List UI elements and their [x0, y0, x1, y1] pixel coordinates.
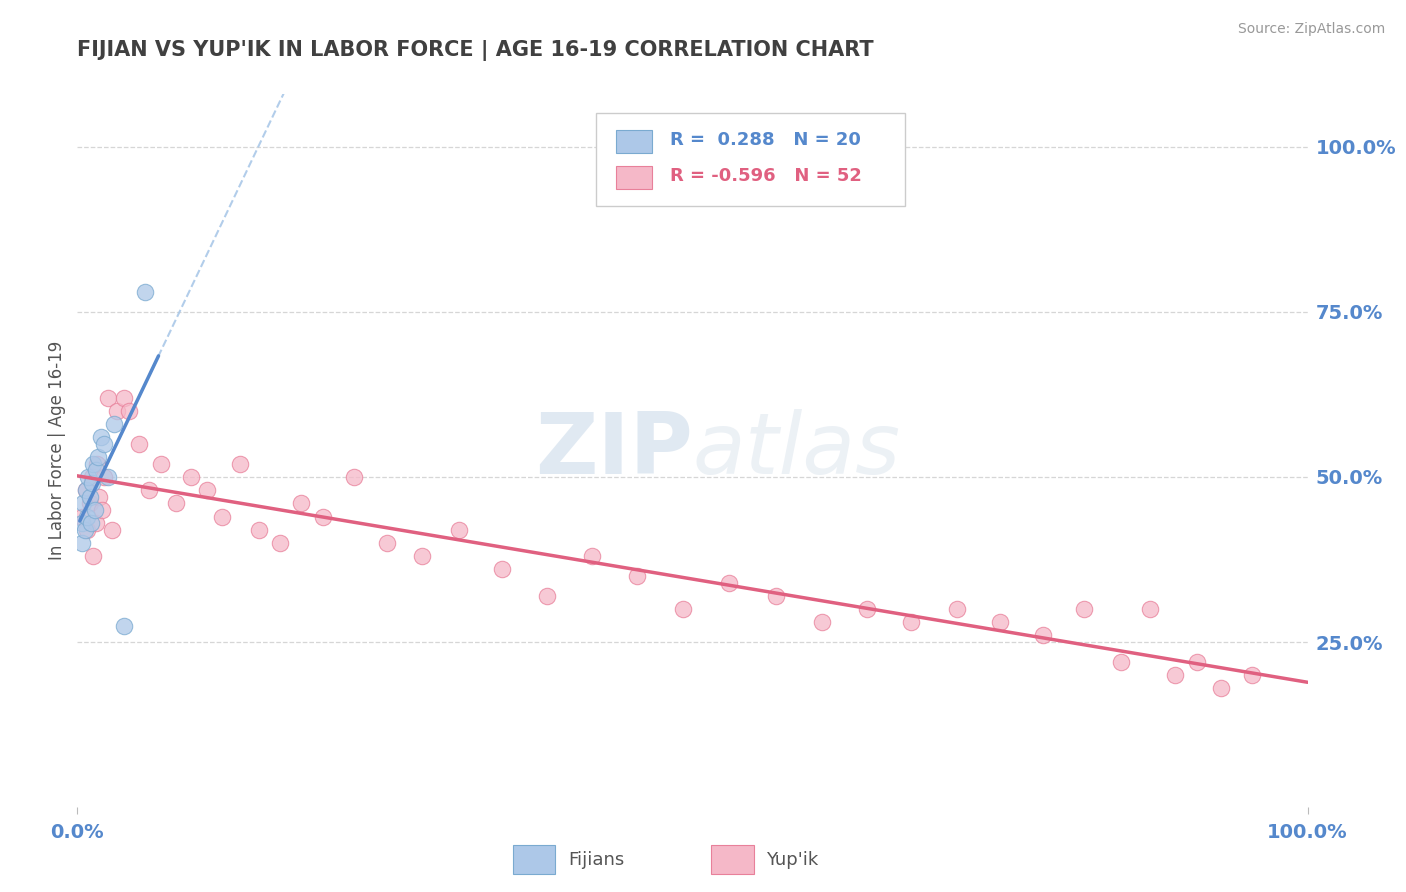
- Point: [1185, 655, 1208, 669]
- Point: [672, 602, 695, 616]
- Point: [718, 575, 741, 590]
- Point: [536, 589, 558, 603]
- Point: [946, 602, 969, 616]
- Point: [1109, 655, 1132, 669]
- Point: [180, 470, 202, 484]
- Text: atlas: atlas: [693, 409, 900, 492]
- Point: [290, 496, 312, 510]
- Point: [1032, 628, 1054, 642]
- Point: [195, 483, 218, 497]
- Point: [112, 391, 135, 405]
- Bar: [711, 845, 754, 874]
- Point: [101, 523, 124, 537]
- Point: [70, 516, 93, 530]
- Point: [90, 430, 112, 444]
- Point: [82, 476, 104, 491]
- Text: R =  0.288   N = 20: R = 0.288 N = 20: [671, 131, 862, 150]
- Text: Source: ZipAtlas.com: Source: ZipAtlas.com: [1237, 22, 1385, 37]
- Point: [269, 536, 291, 550]
- FancyBboxPatch shape: [616, 166, 652, 188]
- Point: [1139, 602, 1161, 616]
- Text: Fijians: Fijians: [568, 851, 624, 869]
- Point: [86, 457, 108, 471]
- Point: [83, 503, 105, 517]
- Text: Yup'ik: Yup'ik: [766, 851, 818, 869]
- Point: [105, 404, 128, 418]
- Point: [76, 523, 98, 537]
- Point: [581, 549, 603, 564]
- Point: [103, 417, 125, 431]
- Point: [165, 496, 187, 510]
- Point: [97, 470, 120, 484]
- Point: [75, 483, 97, 497]
- Point: [229, 457, 252, 471]
- Point: [1164, 668, 1187, 682]
- Point: [249, 523, 271, 537]
- Point: [79, 496, 101, 510]
- Point: [73, 523, 96, 537]
- Point: [90, 503, 114, 517]
- Point: [77, 470, 100, 484]
- Point: [626, 569, 648, 583]
- Point: [447, 523, 470, 537]
- Point: [80, 516, 103, 530]
- Point: [93, 470, 115, 484]
- Point: [134, 285, 156, 299]
- Point: [70, 509, 93, 524]
- Point: [84, 516, 107, 530]
- Point: [87, 450, 110, 464]
- Point: [112, 618, 135, 632]
- Point: [211, 509, 233, 524]
- Point: [93, 437, 115, 451]
- FancyBboxPatch shape: [596, 113, 905, 206]
- Point: [988, 615, 1011, 630]
- Point: [72, 496, 94, 510]
- Point: [138, 483, 160, 497]
- Point: [118, 404, 141, 418]
- FancyBboxPatch shape: [616, 130, 652, 153]
- Point: [79, 490, 101, 504]
- Point: [1073, 602, 1095, 616]
- Point: [377, 536, 399, 550]
- Point: [75, 483, 97, 497]
- Point: [89, 490, 111, 504]
- Point: [84, 463, 107, 477]
- Point: [856, 602, 879, 616]
- Point: [491, 562, 513, 576]
- Text: R = -0.596   N = 52: R = -0.596 N = 52: [671, 167, 862, 186]
- Point: [411, 549, 433, 564]
- Text: FIJIAN VS YUP'IK IN LABOR FORCE | AGE 16-19 CORRELATION CHART: FIJIAN VS YUP'IK IN LABOR FORCE | AGE 16…: [77, 40, 875, 62]
- Point: [810, 615, 832, 630]
- Point: [76, 509, 98, 524]
- Bar: [513, 845, 555, 874]
- Point: [312, 509, 335, 524]
- Point: [150, 457, 173, 471]
- Point: [70, 536, 93, 550]
- Point: [82, 457, 104, 471]
- Point: [82, 470, 104, 484]
- Point: [765, 589, 787, 603]
- Point: [1211, 681, 1233, 696]
- Text: ZIP: ZIP: [534, 409, 693, 492]
- Y-axis label: In Labor Force | Age 16-19: In Labor Force | Age 16-19: [48, 341, 66, 560]
- Point: [82, 549, 104, 564]
- Point: [900, 615, 922, 630]
- Point: [97, 391, 120, 405]
- Point: [343, 470, 366, 484]
- Point: [128, 437, 150, 451]
- Point: [1241, 668, 1264, 682]
